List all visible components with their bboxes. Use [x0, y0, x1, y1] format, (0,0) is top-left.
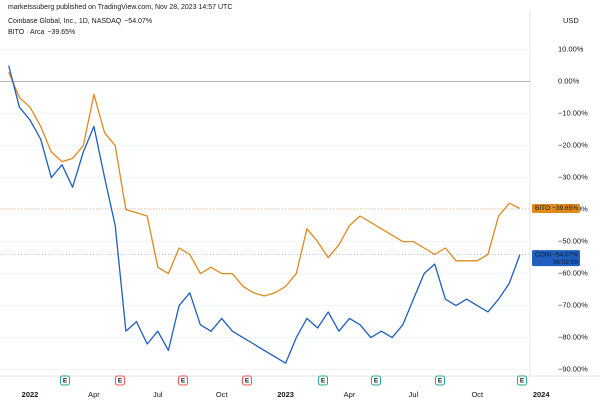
- x-tick-label: Jul: [153, 390, 163, 399]
- currency: USD: [563, 16, 579, 25]
- earnings-label: E: [438, 378, 443, 385]
- earnings-label: E: [245, 378, 250, 385]
- y-tick-label: −50.00%: [558, 237, 588, 246]
- y-tick-label: −30.00%: [558, 173, 588, 182]
- y-tick-label: −10.00%: [558, 109, 588, 118]
- series-line: [8, 65, 521, 364]
- price-badge: [532, 250, 580, 267]
- series-line: [8, 71, 521, 297]
- x-tick-label: Oct: [216, 390, 229, 399]
- badge-countdown: 06:02:09: [553, 259, 579, 266]
- x-tick-label: Jul: [409, 390, 419, 399]
- earnings-label: E: [118, 378, 123, 385]
- y-tick-label: −60.00%: [558, 269, 588, 278]
- x-tick-label: Oct: [471, 390, 484, 399]
- y-tick-label: −90.00%: [558, 365, 588, 374]
- x-tick-label: 2024: [533, 390, 551, 399]
- legend-change: −54.07%: [124, 18, 152, 25]
- earnings-marker: [318, 375, 328, 386]
- x-tick-label: 2023: [277, 390, 294, 399]
- badge-name: BITO: [535, 205, 550, 212]
- legend-name: BITO · Arca: [8, 29, 45, 36]
- earnings-label: E: [520, 378, 525, 385]
- badge-change: −39.65%: [552, 205, 578, 212]
- earnings-marker: [178, 375, 188, 386]
- y-tick-label: 0.00%: [558, 77, 580, 86]
- earnings-marker: [517, 375, 527, 386]
- x-tick-label: Apr: [344, 390, 356, 399]
- earnings-label: E: [181, 378, 186, 385]
- earnings-label: E: [374, 378, 379, 385]
- earnings-marker: [242, 375, 252, 386]
- earnings-marker: [371, 375, 381, 386]
- legend-change: −39.65%: [47, 29, 75, 36]
- earnings-label: E: [63, 378, 68, 385]
- earnings-marker: [435, 375, 445, 386]
- badge-change: −54.07%: [552, 251, 578, 258]
- x-tick-label: Apr: [88, 390, 100, 399]
- attribution: marketssuberg published on TradingView.c…: [8, 4, 232, 11]
- legend-name: Coinbase Global, Inc., 1D, NASDAQ: [8, 18, 122, 25]
- badge-name: COIN: [535, 251, 552, 258]
- y-tick-label: −80.00%: [558, 333, 588, 342]
- earnings-marker: [115, 375, 125, 386]
- y-tick-label: −70.00%: [558, 301, 588, 310]
- y-tick-label: 10.00%: [558, 45, 584, 54]
- x-tick-label: 2022: [22, 390, 39, 399]
- price-badge: [532, 203, 580, 213]
- earnings-label: E: [321, 378, 326, 385]
- y-tick-label: −20.00%: [558, 141, 588, 150]
- earnings-marker: [60, 375, 70, 386]
